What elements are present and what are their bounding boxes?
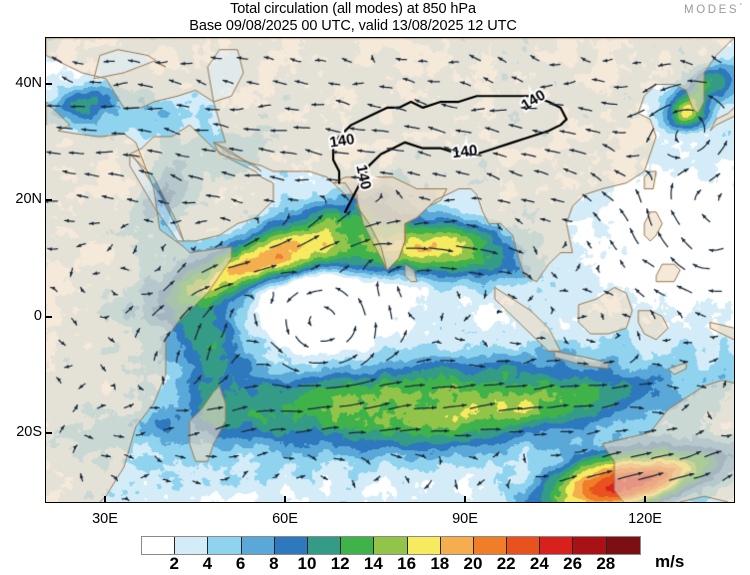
y-axis-tick xyxy=(45,432,52,435)
colorbar-tick-label: 10 xyxy=(297,554,317,573)
x-axis-label: 30E xyxy=(92,511,118,527)
chart-title-block: Total circulation (all modes) at 850 hPa… xyxy=(0,1,750,35)
y-axis-tick xyxy=(45,315,52,318)
x-axis-tick xyxy=(644,496,646,503)
colorbar-tick-label: 8 xyxy=(269,554,279,573)
map-plot-area xyxy=(45,37,735,503)
colorbar-tick-label: 6 xyxy=(235,554,246,573)
colorbar-swatch xyxy=(341,537,375,554)
colorbar-swatch xyxy=(606,537,640,554)
colorbar-swatch xyxy=(208,537,242,554)
colorbar-tick-label: 24 xyxy=(529,554,549,573)
x-axis-tick xyxy=(284,496,286,503)
y-axis-label: 20N xyxy=(15,191,42,208)
colorbar-tick-label: 18 xyxy=(430,554,450,573)
colorbar-swatch xyxy=(507,537,541,554)
chart-subtitle: Base 09/08/2025 00 UTC, valid 13/08/2025… xyxy=(189,17,517,34)
colorbar-unit-label: m/s xyxy=(655,552,685,571)
x-axis-tick xyxy=(464,496,466,503)
colorbar-tick-label: 12 xyxy=(330,554,350,573)
modes-logo: MODES° xyxy=(684,3,742,16)
colorbar-swatches xyxy=(141,536,641,555)
colorbar-swatch xyxy=(274,537,308,554)
wind-speed-field-canvas xyxy=(46,38,734,502)
modes-logo-mark: ° xyxy=(739,3,742,10)
colorbar-tick-label: 14 xyxy=(363,554,383,573)
colorbar-swatch xyxy=(407,537,441,554)
colorbar-swatch xyxy=(473,537,508,554)
colorbar-tick-label: 16 xyxy=(397,554,417,573)
colorbar-tick-label: 22 xyxy=(496,554,516,573)
x-axis-label: 60E xyxy=(272,511,298,527)
colorbar-swatch xyxy=(440,537,474,554)
colorbar-swatch xyxy=(241,537,275,554)
colorbar-swatch xyxy=(175,537,209,554)
y-axis-tick xyxy=(45,82,52,85)
colorbar-tick-label: 20 xyxy=(463,554,483,573)
colorbar-tick-label: 4 xyxy=(202,554,213,573)
modes-logo-text: MODES xyxy=(684,3,740,16)
colorbar-tick-label: 28 xyxy=(596,554,616,573)
colorbar: 2 4 6 8 10 12 14 16 18 20 22 24 26 28 xyxy=(141,536,641,572)
colorbar-swatch xyxy=(573,537,607,554)
colorbar-swatch xyxy=(540,537,574,554)
y-axis-label: 0 xyxy=(33,307,42,324)
y-axis-label: 40N xyxy=(15,74,42,91)
colorbar-swatch xyxy=(307,537,342,554)
y-axis-label: 20S xyxy=(16,424,42,441)
x-axis-label: 120E xyxy=(628,511,662,527)
colorbar-tick-label: 26 xyxy=(563,554,583,573)
colorbar-tick-label: 2 xyxy=(169,554,179,573)
y-axis-tick xyxy=(45,199,52,202)
colorbar-ticklabels: 2 4 6 8 10 12 14 16 18 20 22 24 26 28 xyxy=(141,555,641,575)
x-axis-tick xyxy=(104,496,106,503)
page-title: Total circulation (all modes) at 850 hPa xyxy=(230,1,476,17)
colorbar-swatch xyxy=(142,537,176,554)
colorbar-swatch xyxy=(374,537,408,554)
x-axis-label: 90E xyxy=(452,511,478,527)
